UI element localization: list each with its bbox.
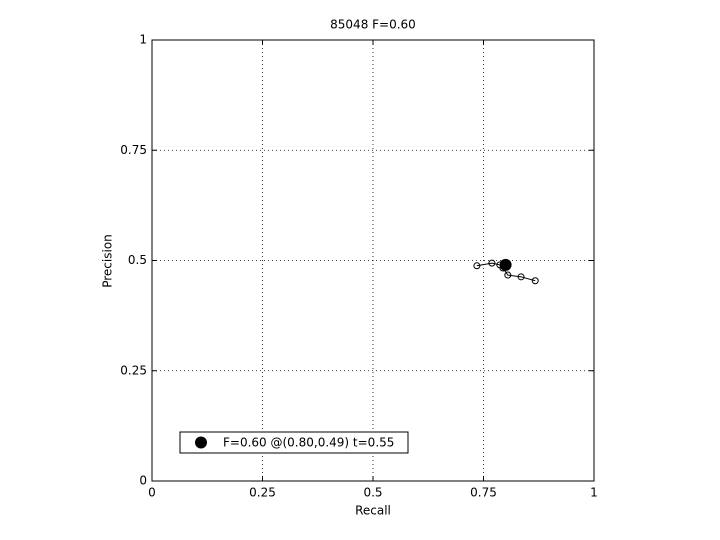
y-tick-label: 0 bbox=[139, 474, 147, 488]
x-tick-label: 0.75 bbox=[470, 486, 497, 500]
point-marker bbox=[504, 271, 512, 279]
chart-title: 85048 F=0.60 bbox=[330, 18, 416, 32]
y-tick-label: 0.25 bbox=[120, 363, 147, 377]
axes-box bbox=[151, 39, 595, 482]
legend-marker bbox=[195, 436, 207, 449]
x-tick-label: 0 bbox=[148, 486, 156, 500]
legend-label: F=0.60 @(0.80,0.49) t=0.55 bbox=[223, 436, 394, 450]
x-tick-label: 0.25 bbox=[249, 486, 276, 500]
x-tick-label: 0.5 bbox=[363, 486, 382, 500]
y-tick-label: 1 bbox=[139, 33, 147, 47]
point-marker bbox=[488, 259, 496, 267]
legend-box bbox=[179, 431, 409, 454]
best-point bbox=[499, 258, 512, 271]
point-marker bbox=[473, 262, 481, 270]
y-tick-label: 0.75 bbox=[120, 143, 147, 157]
y-tick-label: 0.5 bbox=[128, 253, 147, 267]
point-marker bbox=[517, 273, 525, 281]
x-tick-label: 1 bbox=[590, 486, 598, 500]
y-axis-label: Precision bbox=[101, 234, 115, 288]
x-axis-label: Recall bbox=[355, 504, 391, 518]
point-marker bbox=[531, 277, 539, 285]
